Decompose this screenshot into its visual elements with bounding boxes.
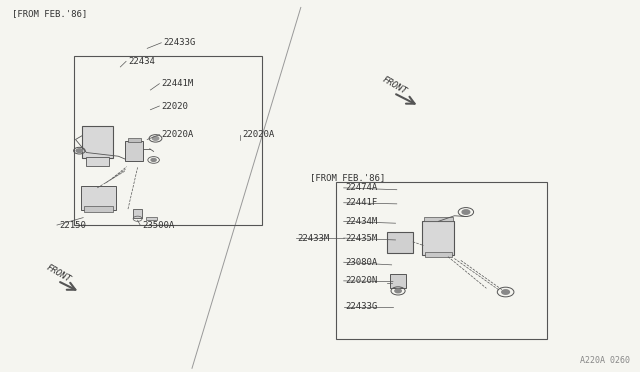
Text: FRONT: FRONT xyxy=(45,263,72,284)
Bar xyxy=(336,182,547,339)
Text: 22150: 22150 xyxy=(59,221,86,230)
Bar xyxy=(74,56,262,225)
Text: 22433G: 22433G xyxy=(163,38,195,47)
Text: FRONT: FRONT xyxy=(381,75,408,96)
Bar xyxy=(133,209,142,218)
Text: 23500A: 23500A xyxy=(142,221,174,230)
Text: 22434M: 22434M xyxy=(346,217,378,226)
Text: 22020N: 22020N xyxy=(346,276,378,285)
Bar xyxy=(424,217,453,221)
Text: 22020: 22020 xyxy=(161,102,188,110)
Circle shape xyxy=(152,137,159,140)
Bar xyxy=(422,221,454,255)
Text: 22474A: 22474A xyxy=(346,183,378,192)
Bar xyxy=(82,126,113,158)
Text: [FROM FEB.'86]: [FROM FEB.'86] xyxy=(310,173,386,182)
Bar xyxy=(425,252,452,257)
Bar xyxy=(125,141,143,161)
Text: 22433G: 22433G xyxy=(346,302,378,311)
Circle shape xyxy=(395,289,401,293)
Bar xyxy=(81,186,116,210)
Bar xyxy=(86,157,109,166)
Text: [FROM FEB.'86]: [FROM FEB.'86] xyxy=(12,9,87,18)
Circle shape xyxy=(151,158,156,161)
Circle shape xyxy=(462,210,470,214)
Bar xyxy=(146,217,157,220)
Bar xyxy=(84,206,113,212)
Circle shape xyxy=(76,149,83,153)
Text: 22434: 22434 xyxy=(128,57,155,66)
Bar xyxy=(128,138,141,142)
Text: 22433M: 22433M xyxy=(298,234,330,243)
Text: 22020A: 22020A xyxy=(242,130,274,139)
Text: 23080A: 23080A xyxy=(346,258,378,267)
Text: A220A 0260: A220A 0260 xyxy=(580,356,630,365)
Text: 22441M: 22441M xyxy=(161,79,193,88)
Text: 22441F: 22441F xyxy=(346,198,378,207)
Circle shape xyxy=(502,290,509,294)
Text: 22020A: 22020A xyxy=(161,130,193,139)
Text: 22435M: 22435M xyxy=(346,234,378,243)
Bar xyxy=(390,274,406,288)
Bar xyxy=(387,232,413,253)
